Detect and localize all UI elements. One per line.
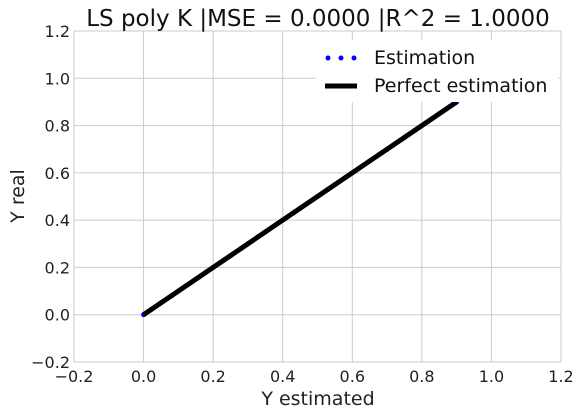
perfect-estimation-line: [142, 99, 459, 317]
y-tick-label: 0.6: [45, 164, 70, 183]
y-axis-label: Y real: [7, 169, 29, 224]
chart-title: LS poly K |MSE = 0.0000 |R^2 = 1.0000: [86, 6, 550, 32]
x-tick-label: 0.2: [200, 367, 225, 386]
y-tick-label: 1.2: [45, 22, 70, 41]
legend-label-perfect-estimation: Perfect estimation: [374, 75, 547, 97]
legend-box: [316, 40, 558, 102]
y-tick-label: 0.8: [45, 117, 70, 136]
x-axis-label: Y estimated: [260, 388, 374, 410]
legend-marker-estimation: [325, 55, 357, 61]
x-tick-label: 1.2: [548, 367, 573, 386]
x-tick-label: 0.8: [409, 367, 434, 386]
x-tick-label: 0.6: [340, 367, 365, 386]
y-tick-labels: −0.2 0.0 0.2 0.4 0.6 0.8 1.0 1.2: [31, 22, 70, 372]
legend-label-estimation: Estimation: [374, 47, 475, 69]
grid: [73, 30, 562, 363]
x-tick-labels: −0.2 0.0 0.2 0.4 0.6 0.8 1.0 1.2: [55, 367, 574, 386]
series-perfect-estimation: [142, 99, 459, 317]
x-tick-label: −0.2: [55, 367, 94, 386]
y-tick-label: 1.0: [45, 69, 70, 88]
y-tick-label: 0.2: [45, 258, 70, 277]
x-tick-label: 1.0: [479, 367, 504, 386]
x-tick-label: 0.0: [131, 367, 156, 386]
y-tick-label: 0.4: [45, 211, 70, 230]
y-tick-label: −0.2: [31, 353, 70, 372]
legend: Estimation Perfect estimation: [316, 40, 558, 102]
y-tick-label: 0.0: [45, 306, 70, 325]
x-tick-label: 0.4: [270, 367, 295, 386]
